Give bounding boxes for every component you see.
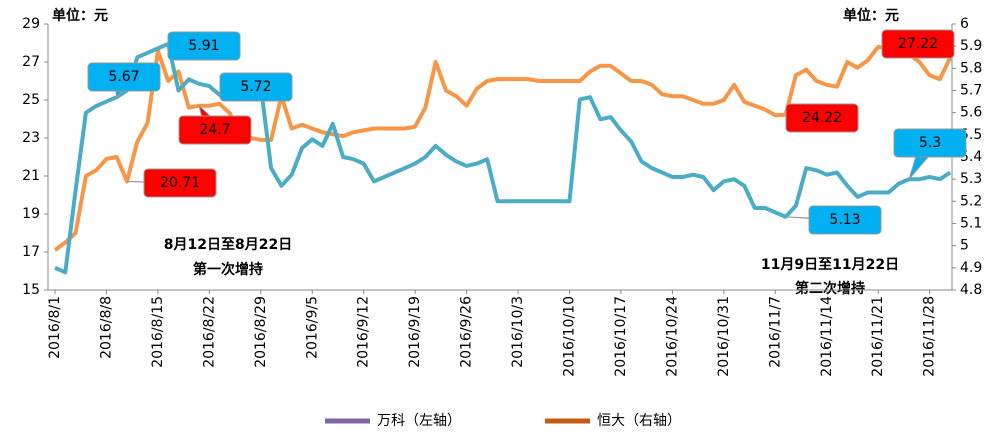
y-tick-label: 21 (22, 168, 40, 184)
y-tick-label: 23 (22, 130, 40, 146)
legend-label: 恒大（右轴） (597, 413, 681, 429)
x-tick-label: 2016/9/12 (356, 296, 372, 368)
y2-tick-label: 5.7 (960, 83, 982, 99)
data-label: 5.13 (829, 212, 860, 228)
y2-tick-label: 5.6 (960, 105, 982, 121)
callout (167, 31, 241, 61)
data-label: 5.3 (919, 135, 941, 151)
y2-unit: 单位：元 (843, 7, 899, 24)
y2-tick-label: 5.8 (960, 60, 982, 76)
annotation: 11月9日至11月22日 (761, 257, 899, 273)
callout (893, 128, 967, 158)
y2-tick-label: 4.8 (960, 282, 982, 298)
callout (87, 62, 161, 92)
data-label: 24.7 (199, 122, 230, 138)
callout (178, 115, 252, 145)
data-label: 20.71 (160, 175, 200, 191)
x-tick-label: 2016/11/14 (819, 296, 835, 377)
x-tick-label: 2016/11/21 (870, 296, 886, 377)
y2-tick-label: 5.1 (960, 216, 982, 232)
callout (808, 205, 882, 235)
y-tick-label: 29 (22, 16, 40, 32)
y-unit: 单位：元 (52, 7, 108, 24)
x-tick-label: 2016/9/19 (407, 296, 423, 368)
callout (143, 168, 217, 198)
y2-tick-label: 5.3 (960, 171, 982, 187)
x-tick-label: 2016/10/24 (664, 296, 680, 377)
y-tick-label: 27 (22, 54, 40, 70)
y2-tick-label: 4.9 (960, 260, 982, 276)
callout (219, 72, 293, 102)
y-tick-label: 15 (22, 282, 40, 298)
callout (785, 103, 859, 133)
data-label: 24.22 (802, 110, 842, 126)
x-tick-label: 2016/9/26 (459, 296, 475, 368)
data-label: 27.22 (898, 36, 938, 52)
annotation: 第二次增持 (795, 280, 865, 297)
legend-label: 万科（左轴） (377, 413, 461, 429)
data-label: 5.91 (188, 38, 219, 54)
x-tick-label: 2016/8/29 (253, 296, 269, 368)
annotation: 8月12日至8月22日 (164, 237, 292, 253)
x-tick-label: 2016/10/10 (562, 296, 578, 377)
x-tick-label: 2016/9/5 (304, 296, 320, 359)
x-tick-label: 2016/10/3 (510, 296, 526, 368)
x-tick-label: 2016/10/31 (716, 296, 732, 377)
line (54, 41, 952, 275)
y-tick-label: 17 (22, 244, 40, 260)
x-tick-label: 2016/8/22 (201, 296, 217, 368)
x-tick-label: 2016/11/28 (922, 296, 938, 377)
x-tick-label: 2016/8/1 (47, 296, 63, 359)
x-tick-label: 2016/8/15 (150, 296, 166, 368)
callout (881, 29, 955, 59)
y2-tick-label: 6 (960, 16, 969, 32)
y2-tick-label: 5 (960, 238, 969, 254)
y-tick-label: 25 (22, 92, 40, 108)
data-label: 5.72 (240, 79, 271, 95)
data-label: 5.67 (108, 69, 139, 85)
x-tick-label: 2016/11/7 (767, 296, 783, 368)
y2-tick-label: 5.2 (960, 193, 982, 209)
y-tick-label: 19 (22, 206, 40, 222)
y2-tick-label: 5.9 (960, 38, 982, 54)
line (53, 44, 953, 252)
x-tick-label: 2016/10/17 (613, 296, 629, 377)
x-tick-label: 2016/8/8 (98, 296, 114, 359)
annotation: 第一次增持 (193, 261, 263, 278)
